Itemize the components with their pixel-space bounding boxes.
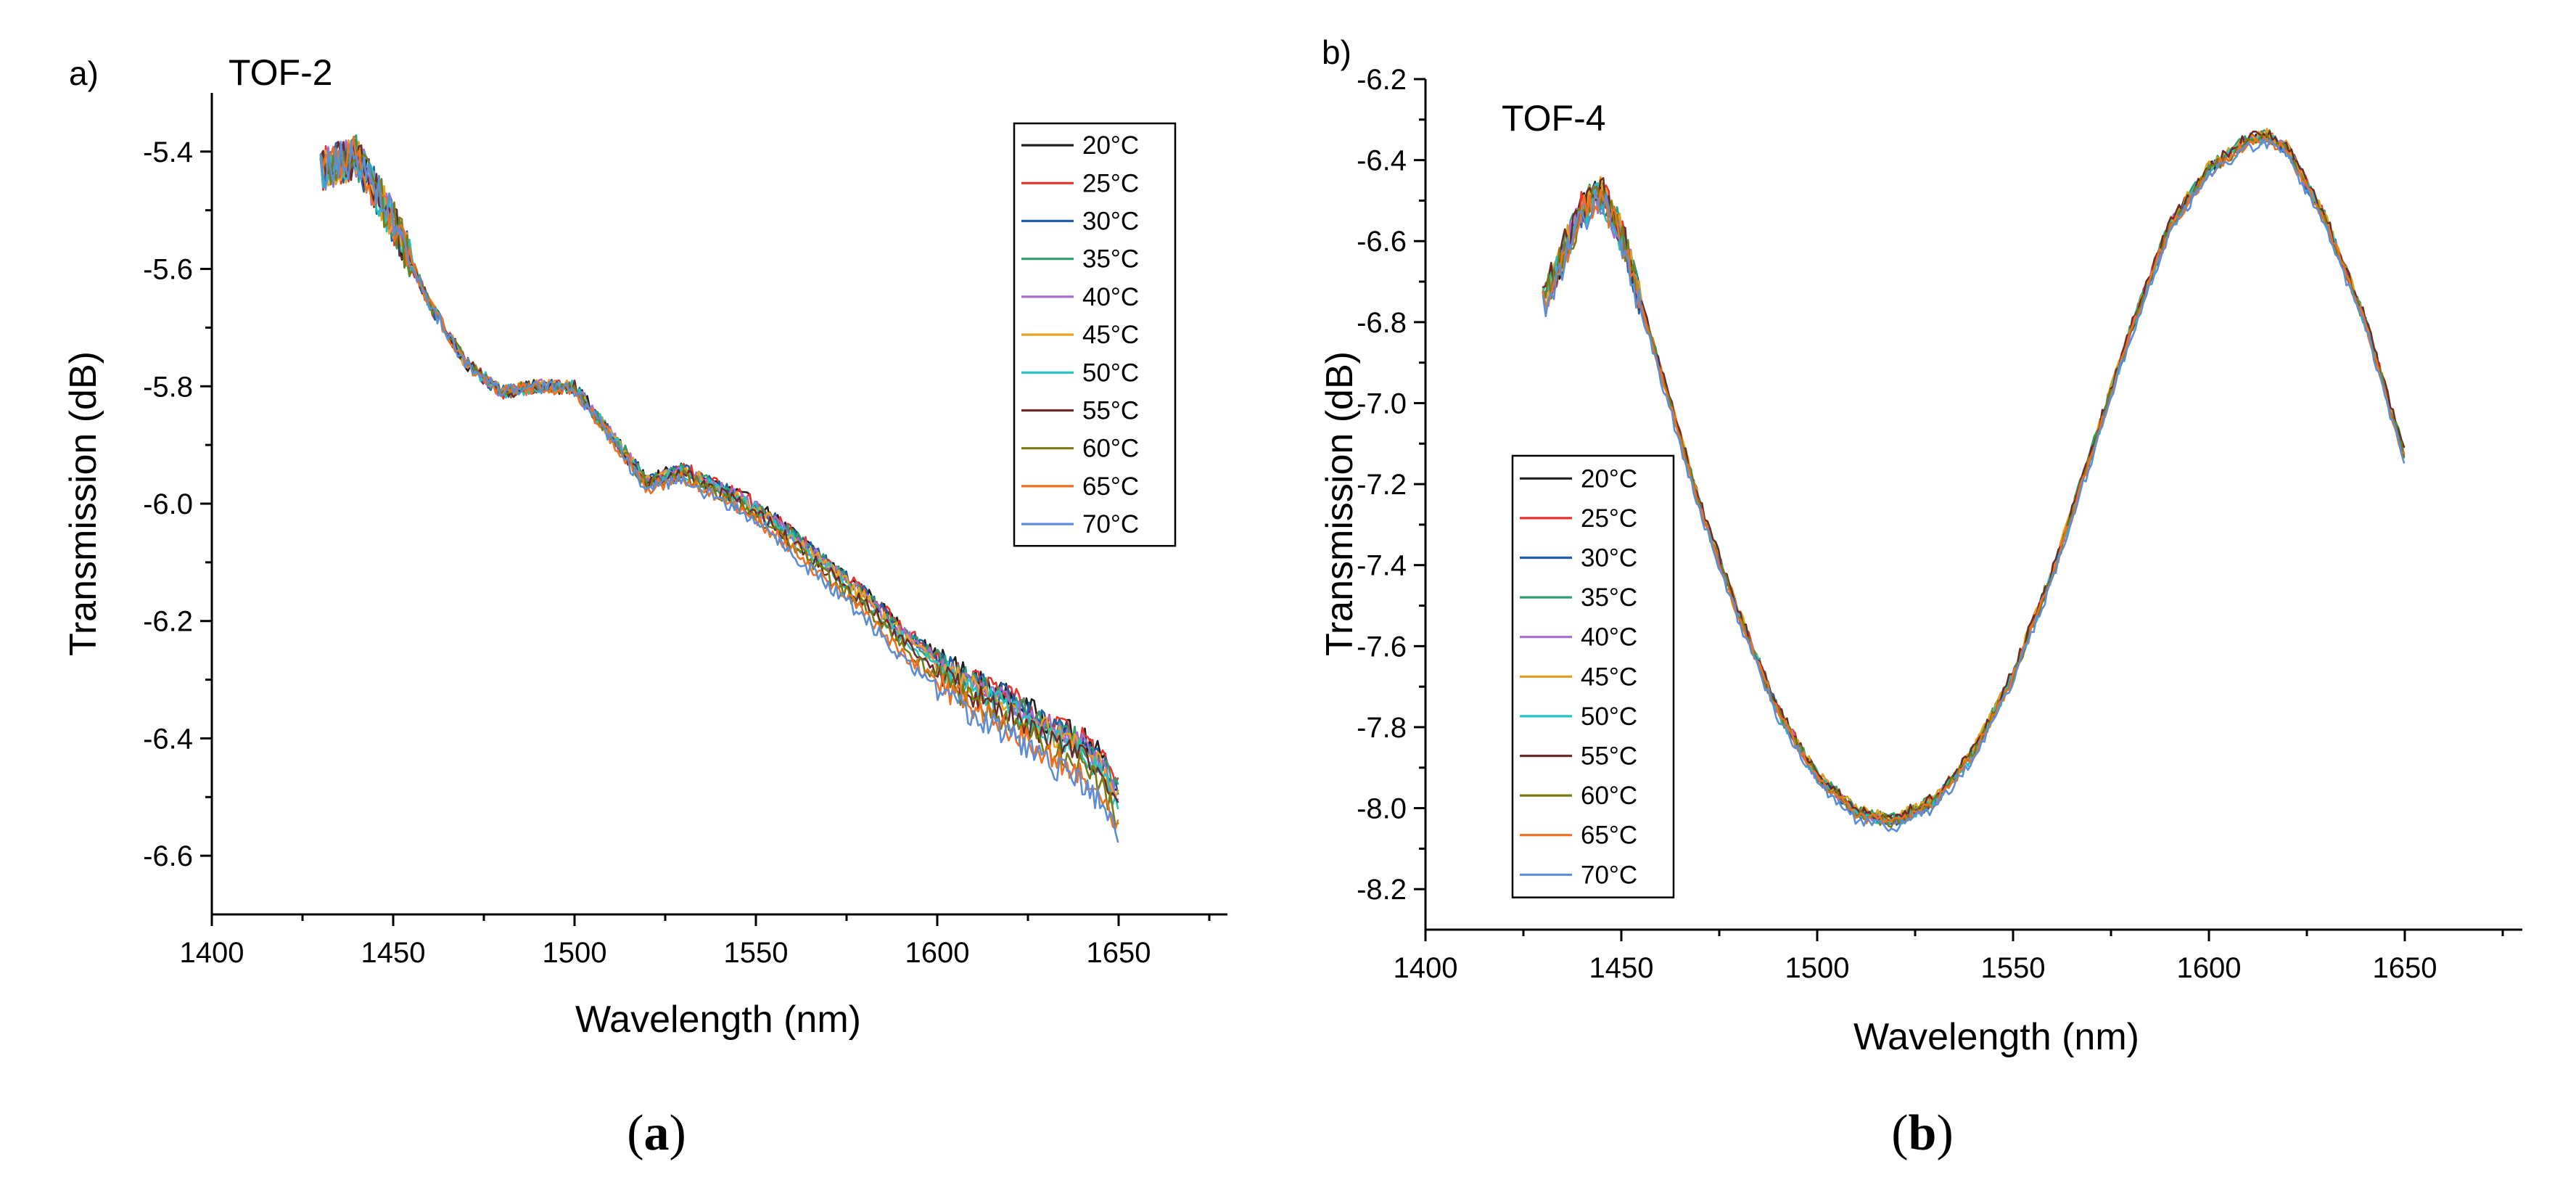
panel-a-x-title: Wavelength (nm) xyxy=(575,999,861,1041)
panel-b-legend-label: 60°C xyxy=(1581,782,1637,810)
panel-b-legend-label: 70°C xyxy=(1581,861,1637,889)
panel-b-series-line xyxy=(1542,131,2406,821)
panel-b-legend-label: 65°C xyxy=(1581,822,1637,850)
panel-a-legend-label: 40°C xyxy=(1082,283,1139,311)
panel-a-y-tick-label: -6.6 xyxy=(143,840,193,872)
panel-b-x-title: Wavelength (nm) xyxy=(1853,1016,2139,1058)
panel-a-legend-label: 30°C xyxy=(1082,208,1139,236)
panel-b-legend-label: 55°C xyxy=(1581,742,1637,771)
panel-b-x-tick-label: 1450 xyxy=(1589,952,1654,984)
panel-a-y-tick-label: -5.8 xyxy=(143,371,193,403)
panel-a-legend-label: 20°C xyxy=(1082,131,1139,160)
panel-a-y-title: Transmission (dB) xyxy=(62,351,104,656)
panel-b-y-tick-label: -7.0 xyxy=(1357,388,1407,419)
panel-b-x-tick-label: 1650 xyxy=(2373,952,2437,984)
panel-a-legend-label: 60°C xyxy=(1082,435,1139,463)
panel-b-x-tick-label: 1550 xyxy=(1981,952,2046,984)
panel-a-label: a) xyxy=(69,54,99,92)
panel-b-legend-label: 20°C xyxy=(1581,464,1637,493)
panel-b-x-tick-label: 1500 xyxy=(1785,952,1850,984)
panel-a-series-layer xyxy=(319,134,1119,843)
panel-b-series-line xyxy=(1542,138,2406,832)
panel-a-legend-label: 65°C xyxy=(1082,472,1139,501)
panel-b-x-ticks: 1400 1450 1500 1550 1600 1650 xyxy=(1394,930,2504,984)
panel-a-y-tick-label: -5.6 xyxy=(143,254,193,286)
panel-b-title: TOF-4 xyxy=(1502,98,1606,139)
panel-b-y-tick-label: -7.2 xyxy=(1357,469,1407,501)
panel-a-x-tick-label: 1550 xyxy=(724,937,789,969)
panel-b-caption: (b) xyxy=(1891,1105,1954,1161)
panel-a-series-line xyxy=(319,140,1119,843)
panel-b-y-tick-label: -8.2 xyxy=(1357,874,1407,906)
panel-b-legend-label: 50°C xyxy=(1581,703,1637,731)
panel-a-legend-label: 35°C xyxy=(1082,245,1139,274)
panel-b-y-tick-label: -7.8 xyxy=(1357,712,1407,744)
panel-a-legend-label: 55°C xyxy=(1082,397,1139,425)
panel-a-y-tick-label: -6.4 xyxy=(143,723,193,755)
panel-b-y-ticks: -6.2 -6.4 -6.6 -6.8 -7.0 -7.2 -7.4 -7.6 -7.8 -8.0… xyxy=(1357,64,1425,906)
panel-a-x-ticks: 1400 1450 1500 1550 1600 1650 xyxy=(180,914,1211,969)
panel-b-x-tick-label: 1600 xyxy=(2177,952,2242,984)
panel-b-y-tick-label: -7.4 xyxy=(1357,550,1407,582)
panel-b-legend-label: 40°C xyxy=(1581,623,1637,652)
panel-b-legend-label: 35°C xyxy=(1581,583,1637,612)
panel-b-y-tick-label: -7.6 xyxy=(1357,631,1407,663)
panel-a-legend-label: 45°C xyxy=(1082,321,1139,349)
panel-a-legend: 20°C 25°C 30°C 35°C 40°C 45°C 50°C 55°C 60°C 65°C… xyxy=(1013,122,1177,547)
panel-a-caption-letter: a xyxy=(644,1105,670,1161)
panel-a-x-tick-label: 1500 xyxy=(543,937,607,969)
panel-a-legend-label: 25°C xyxy=(1082,169,1139,197)
panel-a-y-tick-label: -5.4 xyxy=(143,136,193,168)
panel-b-legend-label: 30°C xyxy=(1581,544,1637,573)
panel-a-caption: (a) xyxy=(627,1105,686,1161)
panel-b-legend-label: 25°C xyxy=(1581,504,1637,533)
panel-a-y-tick-label: -6.0 xyxy=(143,488,193,520)
panel-b-x-tick-label: 1400 xyxy=(1394,952,1458,984)
panel-b-series-layer xyxy=(1542,128,2406,832)
panel-b-legend: 20°C 25°C 30°C 35°C 40°C 45°C 50°C 55°C 60°C 65°C… xyxy=(1511,454,1675,898)
panel-b-y-tick-label: -6.8 xyxy=(1357,307,1407,339)
panel-b-y-tick-label: -8.0 xyxy=(1357,793,1407,825)
panel-a-x-tick-label: 1450 xyxy=(361,937,426,969)
panel-b-y-title: Transmission (dB) xyxy=(1319,351,1361,656)
panel-a-series-line xyxy=(319,136,1119,803)
panel-b-y-tick-label: -6.2 xyxy=(1357,64,1407,96)
panel-a-y-ticks: -5.4 -5.6 -5.8 -6.0 -6.2 -6.4 -6.6 xyxy=(143,136,212,872)
panel-a-y-tick-label: -6.2 xyxy=(143,606,193,638)
panel-a-title: TOF-2 xyxy=(229,52,333,93)
panel-b-label: b) xyxy=(1322,33,1351,71)
panel-b-caption-letter: b xyxy=(1909,1105,1937,1161)
panel-b-y-tick-label: -6.6 xyxy=(1357,226,1407,258)
panel-a-legend-label: 70°C xyxy=(1082,510,1139,538)
panel-b: b) TOF-4 -6.2 -6.4 -6.6 -6.8 -7.0 -7.2 -7.4 -7.… xyxy=(1319,33,2522,1161)
panel-a-x-tick-label: 1650 xyxy=(1087,937,1151,969)
panel-b-y-tick-label: -6.4 xyxy=(1357,145,1407,177)
panel-a-x-tick-label: 1600 xyxy=(905,937,970,969)
panel-a: a) TOF-2 -5.4 -5.6 -5.8 -6.0 -6.2 -6.4 -6.6 14… xyxy=(62,52,1227,1161)
panel-a-x-tick-label: 1400 xyxy=(180,937,244,969)
panel-a-legend-label: 50°C xyxy=(1082,359,1139,387)
panel-b-legend-label: 45°C xyxy=(1581,663,1637,691)
